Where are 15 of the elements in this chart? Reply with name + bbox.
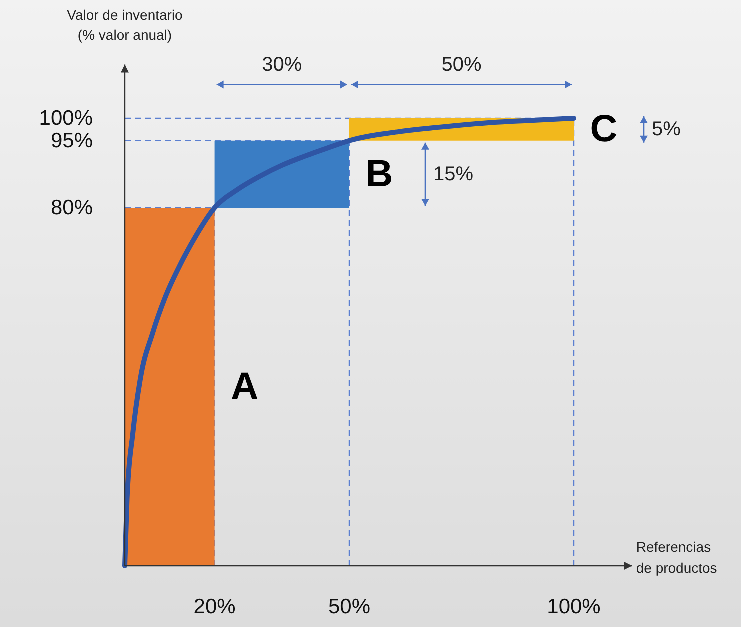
y-tick-label: 100%: [39, 107, 93, 130]
text: 5%: [652, 118, 682, 141]
annotation: 50%: [442, 54, 482, 76]
x-tick-label: 100%: [547, 596, 601, 618]
annotation: C: [590, 108, 618, 151]
annotation: B: [366, 153, 394, 196]
x-axis-title: Referencias de productos: [636, 539, 718, 576]
annotation: A: [231, 366, 259, 408]
x-tick-label: 20%: [194, 596, 236, 618]
x-tick-label: 50%: [328, 596, 371, 618]
annotation: 15%: [434, 163, 474, 186]
annotation: 30%: [262, 54, 302, 76]
y-axis-title: Valor de inventario (% valor anual): [67, 7, 184, 43]
y-tick-label: 95%: [50, 129, 93, 152]
y-tick-label: 80%: [50, 196, 93, 220]
